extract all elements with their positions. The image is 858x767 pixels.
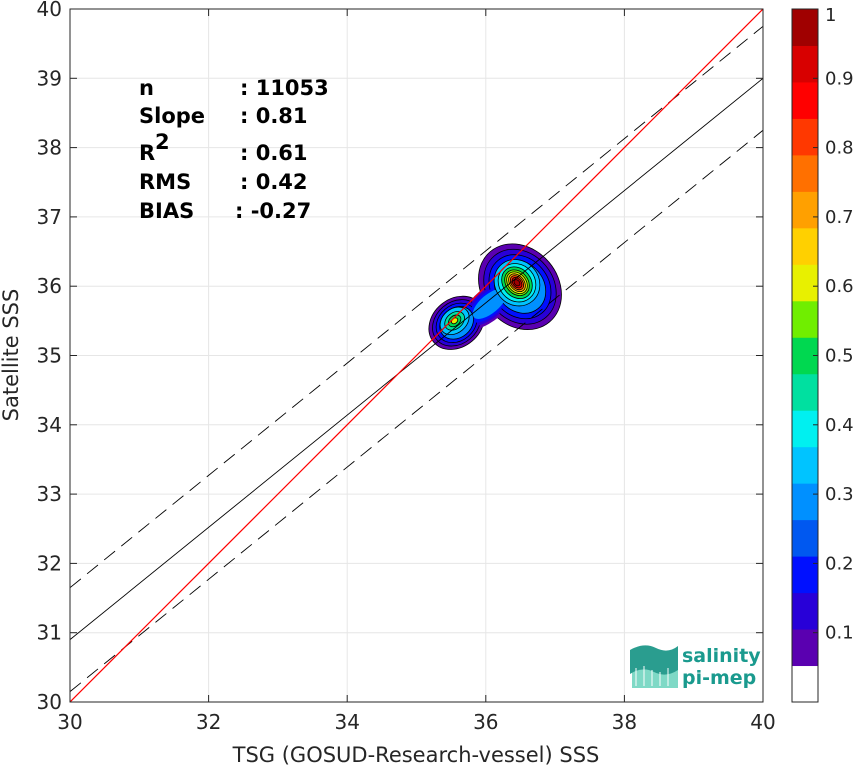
identity-line xyxy=(70,9,763,702)
stat-key-superscript: 2 xyxy=(155,130,170,154)
contour-bridge xyxy=(472,288,507,319)
colorbar-segment xyxy=(792,191,818,229)
stat-key-r: R xyxy=(139,141,155,165)
stat-value-slope: : 0.81 xyxy=(240,104,308,128)
stat-value-bias: : -0.27 xyxy=(235,199,311,223)
colorbar-segment xyxy=(792,264,818,302)
colorbar-segment xyxy=(792,300,818,338)
x-tick-label: 34 xyxy=(334,710,359,734)
y-tick-label: 40 xyxy=(37,0,62,21)
colorbar-segment xyxy=(792,592,818,630)
colorbar-segment xyxy=(792,629,818,667)
x-tick-label: 30 xyxy=(57,710,82,734)
stat-key-n: n xyxy=(139,76,154,100)
y-axis-ticks: 30 31 32 33 34 35 36 37 38 39 40 xyxy=(37,0,763,714)
colorbar-tick-label: 0.8 xyxy=(825,138,854,159)
stat-key-slope: Slope xyxy=(139,104,205,128)
colorbar-tick-label: 0.6 xyxy=(825,276,854,297)
colorbar-segment xyxy=(792,81,818,119)
stat-value-rms: : 0.42 xyxy=(240,170,308,194)
colorbar-segment xyxy=(792,227,818,265)
colorbar-tick-label: 0.1 xyxy=(825,623,854,644)
colorbar: 0.1 0.2 0.3 0.4 0.5 0.6 0.7 0.8 0.9 1 xyxy=(791,5,854,703)
x-axis-label: TSG (GOSUD-Research-vessel) SSS xyxy=(232,743,600,767)
y-tick-label: 39 xyxy=(37,66,62,90)
y-tick-label: 34 xyxy=(37,413,62,437)
colorbar-segment xyxy=(792,410,818,448)
logo-line1: salinity xyxy=(682,645,761,667)
y-tick-label: 31 xyxy=(37,621,62,645)
colorbar-tick-label: 0.4 xyxy=(825,415,854,436)
upper-bound-dashed-line xyxy=(70,25,763,589)
colorbar-segment xyxy=(792,446,818,484)
y-tick-label: 32 xyxy=(37,551,62,575)
colorbar-tick-label: 0.2 xyxy=(825,553,854,574)
y-tick-label: 36 xyxy=(37,274,62,298)
y-tick-label: 30 xyxy=(37,690,62,714)
lower-bound-dashed-line xyxy=(70,129,763,692)
colorbar-tick-label: 0.3 xyxy=(825,484,854,505)
stat-value-n: : 11053 xyxy=(240,76,329,100)
y-tick-label: 37 xyxy=(37,205,62,229)
x-tick-label: 36 xyxy=(473,710,498,734)
fit-lines xyxy=(70,9,763,702)
logo-line2: pi-mep xyxy=(682,667,756,689)
colorbar-tick-label: 1 xyxy=(825,5,836,26)
colorbar-segment xyxy=(792,154,818,192)
y-tick-label: 33 xyxy=(37,482,62,506)
stat-value-r: : 0.61 xyxy=(240,141,308,165)
y-axis-label: Satellite SSS xyxy=(0,289,23,422)
salinity-pi-mep-logo: salinity pi-mep xyxy=(630,645,761,689)
colorbar-segment xyxy=(792,373,818,411)
grid-lines xyxy=(69,8,764,703)
colorbar-tick-label: 0.5 xyxy=(825,346,854,367)
y-tick-label: 38 xyxy=(37,136,62,160)
colorbar-segment xyxy=(792,519,818,557)
stats-box: n : 11053 Slope : 0.81 R 2 : 0.61 RMS : 0.42 BIAS… xyxy=(139,76,329,223)
contour-peak-main xyxy=(513,279,521,287)
colorbar-segment xyxy=(792,9,818,46)
colorbar-tick-label: 0.9 xyxy=(825,68,854,89)
x-tick-label: 38 xyxy=(612,710,637,734)
colorbar-segment xyxy=(792,118,818,156)
y-tick-label: 35 xyxy=(37,344,62,368)
x-tick-label: 32 xyxy=(196,710,221,734)
density-contours xyxy=(428,243,562,350)
colorbar-segment xyxy=(792,483,818,521)
colorbar-segment xyxy=(792,556,818,594)
stat-key-rms: RMS xyxy=(139,170,191,194)
regression-line xyxy=(70,77,763,640)
logo-waves-icon xyxy=(630,645,678,688)
colorbar-segment xyxy=(792,45,818,83)
x-axis-ticks: 30 32 34 36 38 40 xyxy=(57,9,776,734)
colorbar-tick-label: 0.7 xyxy=(825,207,854,228)
colorbar-segment xyxy=(792,665,818,703)
stat-key-bias: BIAS xyxy=(139,199,194,223)
x-tick-label: 40 xyxy=(750,710,775,734)
